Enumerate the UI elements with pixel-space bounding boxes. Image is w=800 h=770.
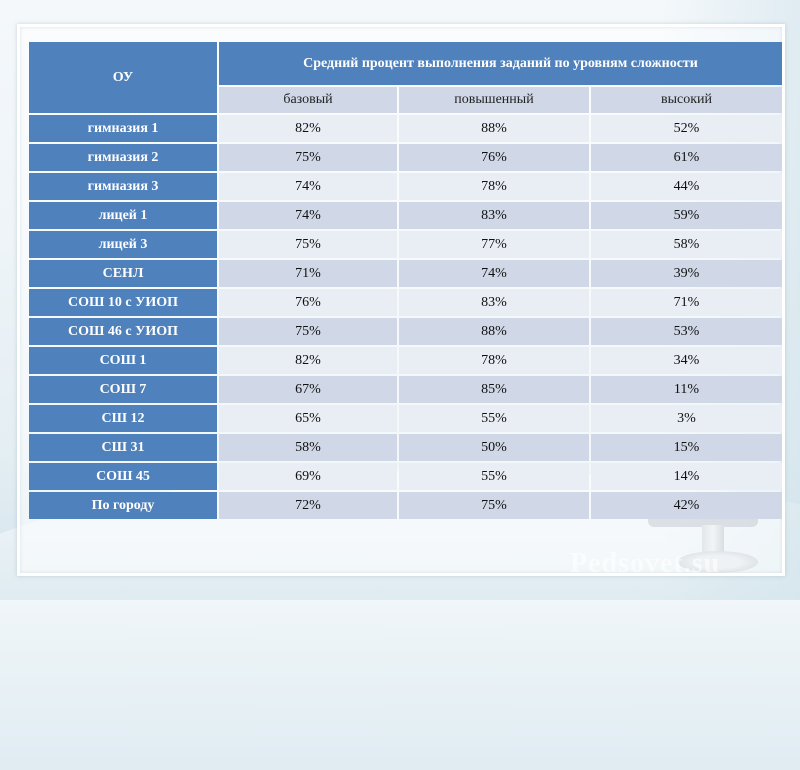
cell-advanced: 78% <box>399 347 589 374</box>
cell-basic: 75% <box>219 318 397 345</box>
table-row-city-total: По городу 72% 75% 42% <box>29 492 782 519</box>
column-header-ou: ОУ <box>29 42 217 113</box>
row-label: СОШ 10 с УИОП <box>29 289 217 316</box>
cell-basic: 58% <box>219 434 397 461</box>
cell-high: 53% <box>591 318 782 345</box>
table-row: гимназия 2 75% 76% 61% <box>29 144 782 171</box>
table-row: СЕНЛ 71% 74% 39% <box>29 260 782 287</box>
results-table: ОУ Средний процент выполнения заданий по… <box>27 40 784 521</box>
cell-high: 42% <box>591 492 782 519</box>
cell-advanced: 88% <box>399 115 589 142</box>
cell-advanced: 77% <box>399 231 589 258</box>
column-header-high: высокий <box>591 87 782 113</box>
row-label: СЕНЛ <box>29 260 217 287</box>
row-label: гимназия 2 <box>29 144 217 171</box>
table-row: лицей 1 74% 83% 59% <box>29 202 782 229</box>
row-label: лицей 3 <box>29 231 217 258</box>
cell-high: 3% <box>591 405 782 432</box>
cell-basic: 75% <box>219 231 397 258</box>
row-label: СШ 12 <box>29 405 217 432</box>
cell-high: 39% <box>591 260 782 287</box>
row-label: СОШ 45 <box>29 463 217 490</box>
table-row: гимназия 1 82% 88% 52% <box>29 115 782 142</box>
cell-high: 11% <box>591 376 782 403</box>
table-row: СОШ 45 69% 55% 14% <box>29 463 782 490</box>
row-label: СШ 31 <box>29 434 217 461</box>
cell-basic: 72% <box>219 492 397 519</box>
cell-basic: 71% <box>219 260 397 287</box>
row-label: гимназия 3 <box>29 173 217 200</box>
cell-advanced: 50% <box>399 434 589 461</box>
table-row: СОШ 7 67% 85% 11% <box>29 376 782 403</box>
cell-basic: 74% <box>219 202 397 229</box>
cell-high: 52% <box>591 115 782 142</box>
row-label: лицей 1 <box>29 202 217 229</box>
row-label: СОШ 46 с УИОП <box>29 318 217 345</box>
cell-advanced: 78% <box>399 173 589 200</box>
table-row: СШ 31 58% 50% 15% <box>29 434 782 461</box>
table-row: СОШ 1 82% 78% 34% <box>29 347 782 374</box>
column-header-advanced: повышенный <box>399 87 589 113</box>
cell-advanced: 76% <box>399 144 589 171</box>
cell-high: 71% <box>591 289 782 316</box>
table-row: лицей 3 75% 77% 58% <box>29 231 782 258</box>
cell-basic: 75% <box>219 144 397 171</box>
cell-basic: 67% <box>219 376 397 403</box>
row-label: гимназия 1 <box>29 115 217 142</box>
cell-basic: 82% <box>219 347 397 374</box>
cell-high: 61% <box>591 144 782 171</box>
cell-high: 34% <box>591 347 782 374</box>
cell-advanced: 55% <box>399 463 589 490</box>
cell-advanced: 75% <box>399 492 589 519</box>
table-row: СОШ 10 с УИОП 76% 83% 71% <box>29 289 782 316</box>
cell-advanced: 74% <box>399 260 589 287</box>
column-header-basic: базовый <box>219 87 397 113</box>
cell-high: 58% <box>591 231 782 258</box>
cell-advanced: 85% <box>399 376 589 403</box>
cell-basic: 76% <box>219 289 397 316</box>
table-row: СШ 12 65% 55% 3% <box>29 405 782 432</box>
cell-basic: 74% <box>219 173 397 200</box>
cell-basic: 69% <box>219 463 397 490</box>
row-label: По городу <box>29 492 217 519</box>
cell-high: 15% <box>591 434 782 461</box>
cell-advanced: 83% <box>399 202 589 229</box>
cell-high: 44% <box>591 173 782 200</box>
watermark: Pedsovet.su <box>570 548 721 579</box>
cell-high: 14% <box>591 463 782 490</box>
cell-advanced: 88% <box>399 318 589 345</box>
cell-advanced: 55% <box>399 405 589 432</box>
column-group-header: Средний процент выполнения заданий по ур… <box>219 42 782 85</box>
cell-basic: 65% <box>219 405 397 432</box>
row-label: СОШ 1 <box>29 347 217 374</box>
table-row: СОШ 46 с УИОП 75% 88% 53% <box>29 318 782 345</box>
row-label: СОШ 7 <box>29 376 217 403</box>
table-row: гимназия 3 74% 78% 44% <box>29 173 782 200</box>
cell-basic: 82% <box>219 115 397 142</box>
cell-high: 59% <box>591 202 782 229</box>
cell-advanced: 83% <box>399 289 589 316</box>
